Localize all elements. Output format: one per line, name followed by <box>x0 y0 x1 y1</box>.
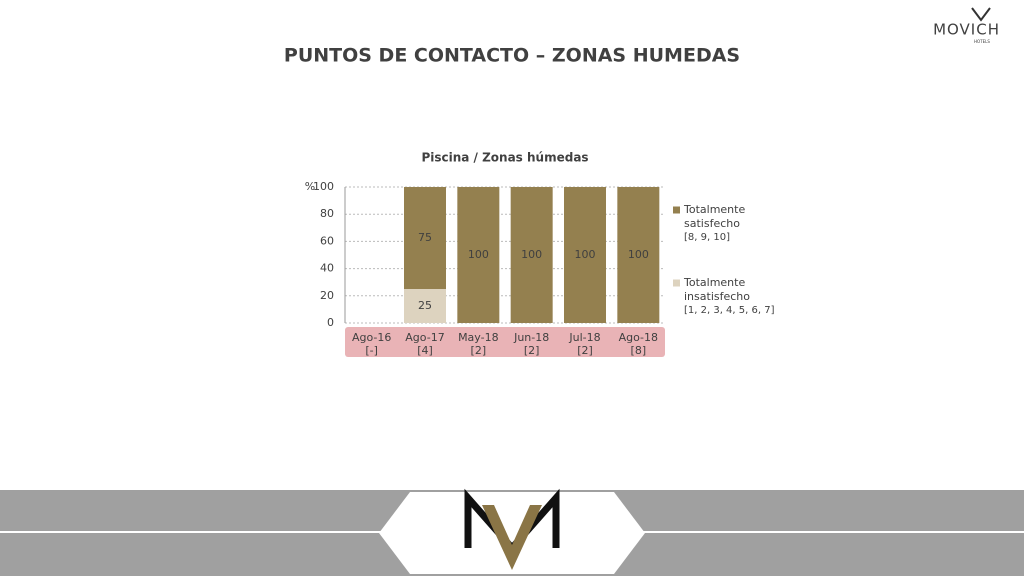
bar-segment <box>404 187 446 289</box>
y-axis-label: % <box>305 180 315 193</box>
footer-panel <box>379 492 645 574</box>
y-tick-label: 40 <box>320 262 334 275</box>
x-tick-label: Ago-17 <box>405 331 444 344</box>
y-tick-label: 20 <box>320 289 334 302</box>
legend-swatch <box>673 206 680 214</box>
x-tick-label: Ago-16 <box>352 331 391 344</box>
x-tick-sublabel: [4] <box>417 344 433 357</box>
value-label: 100 <box>521 248 542 261</box>
y-tick-label: 100 <box>313 180 334 193</box>
value-label: 100 <box>468 248 489 261</box>
category-band <box>345 327 665 357</box>
legend-swatch <box>673 279 680 287</box>
footer <box>0 488 1024 576</box>
brand-icon <box>971 7 991 22</box>
heading: PUNTOS DE CONTACTO – ZONAS HUMEDAS <box>284 45 740 67</box>
x-tick-label: May-18 <box>458 331 499 344</box>
footer-logo-gold <box>482 505 542 570</box>
legend-label: Totalmente insatisfecho <box>683 276 750 303</box>
x-tick-label: Jun-18 <box>513 331 549 344</box>
bar-segment <box>617 187 660 323</box>
brand: MOVICH <box>933 21 1000 39</box>
bar-segment <box>510 187 553 323</box>
value-label: 100 <box>628 248 649 261</box>
bar-segment <box>457 187 500 323</box>
value-label: 100 <box>575 248 596 261</box>
legend-label: Totalmente satisfecho <box>683 203 745 230</box>
bar-segment <box>564 187 606 323</box>
legend-note: [8, 9, 10] <box>684 232 730 243</box>
chart-title: Piscina / Zonas húmedas <box>421 151 588 165</box>
y-tick-label: 60 <box>320 234 334 247</box>
x-tick-sublabel: [2] <box>471 344 487 357</box>
x-tick-sublabel: [2] <box>524 344 540 357</box>
bar-segment <box>404 289 446 323</box>
x-tick-label: Jul-18 <box>568 331 600 344</box>
y-tick-label: 80 <box>320 207 334 220</box>
x-tick-sublabel: [-] <box>365 344 378 357</box>
x-tick-sublabel: [2] <box>577 344 593 357</box>
brand-sub: HOTELS <box>974 39 990 44</box>
x-tick-label: Ago-18 <box>619 331 658 344</box>
value-label: 75 <box>418 231 432 244</box>
y-tick-label: 0 <box>327 316 334 329</box>
legend-note: [1, 2, 3, 4, 5, 6, 7] <box>684 305 775 316</box>
value-label: 25 <box>418 299 432 312</box>
x-tick-sublabel: [8] <box>631 344 647 357</box>
